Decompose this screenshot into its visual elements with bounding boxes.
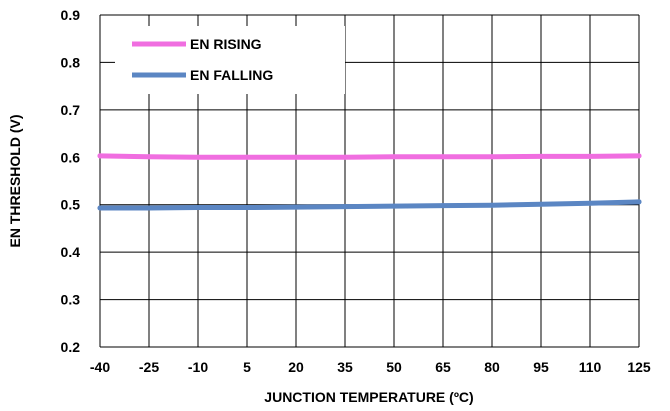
x-tick-label: 65 xyxy=(435,359,451,375)
y-tick-labels: 0.2 0.3 0.4 0.5 0.6 0.7 0.8 0.9 xyxy=(61,7,81,355)
legend-label-en-rising: EN RISING xyxy=(190,36,262,52)
series-lines xyxy=(97,153,642,211)
data-point xyxy=(195,205,201,211)
data-point xyxy=(440,154,446,160)
data-point xyxy=(489,154,495,160)
y-tick-label: 0.9 xyxy=(61,7,81,23)
x-tick-label: 50 xyxy=(386,359,402,375)
data-point xyxy=(244,205,250,211)
legend-label-en-falling: EN FALLING xyxy=(190,67,273,83)
series-line-en-falling xyxy=(97,199,642,211)
data-point xyxy=(293,154,299,160)
y-tick-label: 0.2 xyxy=(61,339,81,355)
y-tick-label: 0.3 xyxy=(61,292,81,308)
x-tick-label: 35 xyxy=(337,359,353,375)
data-point xyxy=(293,204,299,210)
x-tick-label: 20 xyxy=(288,359,304,375)
x-tick-label: -10 xyxy=(188,359,208,375)
series-line-en-rising xyxy=(97,153,642,160)
x-tick-label: 110 xyxy=(579,359,602,375)
legend: EN RISING EN FALLING xyxy=(115,26,345,94)
x-tick-label: 125 xyxy=(627,359,651,375)
data-point xyxy=(636,153,642,159)
x-tick-label: 95 xyxy=(533,359,549,375)
data-point xyxy=(97,205,103,211)
data-point xyxy=(636,199,642,205)
y-tick-label: 0.4 xyxy=(61,244,81,260)
y-tick-label: 0.7 xyxy=(61,102,81,118)
x-tick-label: 80 xyxy=(484,359,500,375)
data-point xyxy=(391,154,397,160)
y-tick-label: 0.6 xyxy=(61,149,81,165)
x-tick-labels: -40 -25 -10 5 20 35 50 65 80 95 110 125 xyxy=(90,359,651,375)
x-axis-label: JUNCTION TEMPERATURE (ºC) xyxy=(264,389,473,405)
data-point xyxy=(587,153,593,159)
x-tick-label: 5 xyxy=(243,359,251,375)
y-tick-label: 0.8 xyxy=(61,54,81,70)
data-point xyxy=(440,203,446,209)
data-point xyxy=(342,204,348,210)
data-point xyxy=(244,154,250,160)
data-point xyxy=(587,200,593,206)
data-point xyxy=(538,153,544,159)
legend-box xyxy=(115,26,345,94)
data-point xyxy=(538,201,544,207)
x-tick-label: -40 xyxy=(90,359,110,375)
data-point xyxy=(391,203,397,209)
data-point xyxy=(195,154,201,160)
x-tick-label: -25 xyxy=(139,359,159,375)
data-point xyxy=(146,154,152,160)
y-tick-label: 0.5 xyxy=(61,197,81,213)
data-point xyxy=(97,153,103,159)
data-point xyxy=(342,154,348,160)
data-point xyxy=(489,202,495,208)
data-point xyxy=(146,205,152,211)
y-axis-label: EN THRESHOLD (V) xyxy=(7,115,23,248)
